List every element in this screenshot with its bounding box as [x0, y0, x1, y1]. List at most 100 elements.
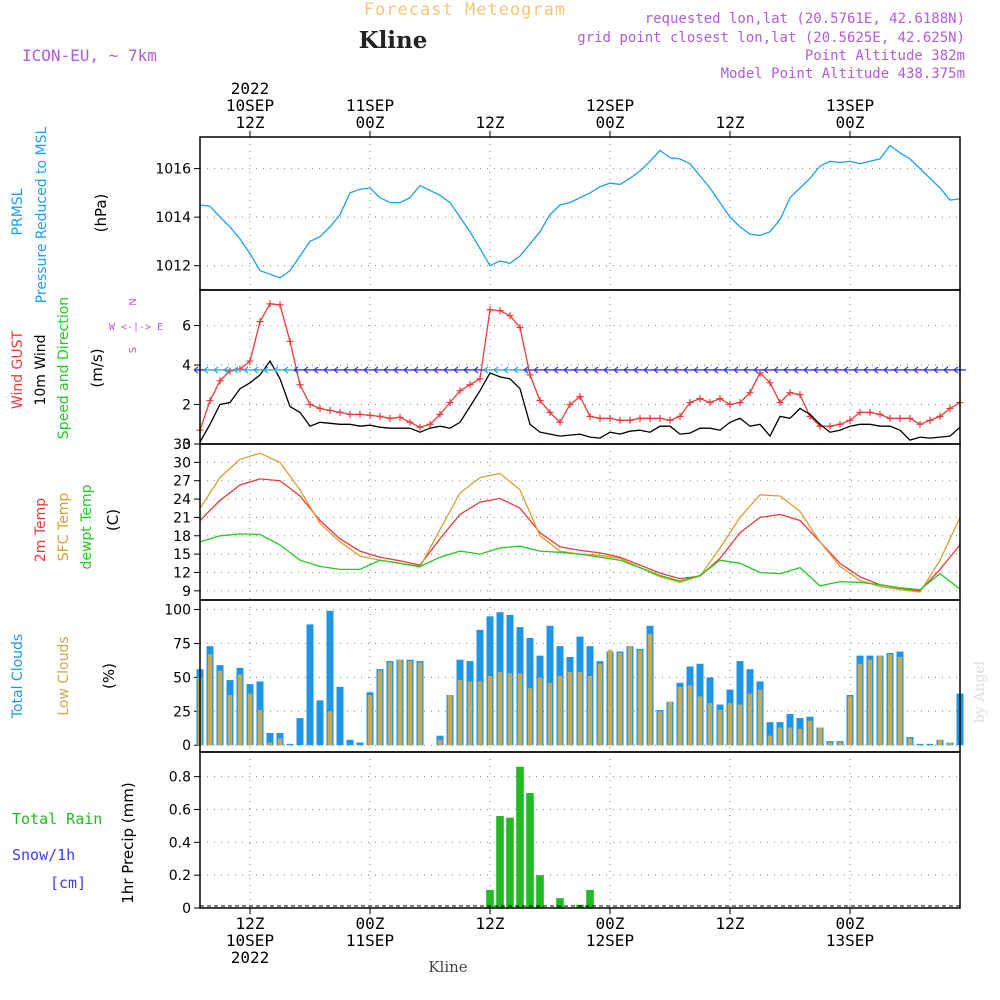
low-cloud-bar	[727, 703, 733, 746]
y-tick-label: 0.8	[169, 770, 191, 786]
top-time-label: 11SEP	[346, 96, 394, 115]
bottom-time-label: 13SEP	[826, 931, 874, 950]
location-title: Kline	[359, 27, 428, 54]
gust-point	[446, 399, 454, 407]
gust-point	[836, 420, 844, 428]
top-time-label: 00Z	[836, 113, 865, 132]
gust-point	[916, 420, 924, 428]
gust-point	[786, 389, 794, 397]
y-tick-label: 100	[164, 603, 191, 619]
low-cloud-bar	[447, 695, 453, 746]
total-cloud-bar	[316, 700, 324, 746]
y-tick-label: 33	[173, 437, 191, 453]
low-cloud-bar	[567, 671, 573, 746]
top-time-label: 12Z	[236, 113, 265, 132]
wind-panel: 0 2 4 6	[182, 289, 966, 453]
low-cloud-bar	[257, 709, 263, 746]
low-cloud-bar	[557, 676, 563, 746]
gust-point	[526, 371, 534, 379]
low-cloud-bar	[907, 738, 913, 746]
cloud-panel-labels: Total Clouds Low Clouds (%)	[10, 634, 118, 719]
footer-location: Kline	[428, 958, 467, 976]
clouds-panel: 0 25 50 75 100	[164, 599, 964, 754]
precip-bar	[486, 889, 494, 908]
top-time-label: 10SEP	[226, 96, 274, 115]
low-cloud-bar	[667, 701, 673, 746]
gust-point	[376, 412, 384, 420]
gust-point	[496, 307, 504, 315]
low-cloud-bar	[677, 686, 683, 746]
gust-point	[266, 300, 274, 308]
precip-bar	[586, 889, 594, 908]
low-cloud-bar	[277, 738, 283, 746]
gust-point	[516, 324, 524, 332]
low-cloud-bar	[457, 680, 463, 746]
low-cloud-bar	[267, 742, 273, 746]
top-time-label: 12Z	[716, 113, 745, 132]
low-cloud-bar	[237, 674, 243, 746]
bottom-time-label: 12Z	[236, 914, 265, 933]
low-cloud-bar	[477, 681, 483, 746]
total-cloud-bar	[296, 718, 304, 746]
10m-wind-label: 10m Wind	[33, 334, 49, 405]
low-cloud-bar	[377, 670, 383, 746]
precip-panel: 0 0.2 0.4 0.6 0.8	[169, 751, 961, 917]
low-cloud-bar	[387, 662, 393, 746]
gust-point	[846, 416, 854, 424]
y-tick-label: 25	[173, 704, 191, 720]
gust-point	[666, 416, 674, 424]
y-tick-label: 0.2	[169, 868, 191, 884]
low-cloud-bar	[577, 671, 583, 746]
gust-point	[936, 412, 944, 420]
wind-unit-label: (m/s)	[88, 348, 106, 387]
low-cloud-bar	[787, 727, 793, 746]
low-clouds-label: Low Clouds	[56, 636, 72, 715]
low-cloud-bar	[517, 673, 523, 746]
temperature-series-2-line	[199, 452, 961, 593]
gust-point	[746, 389, 754, 397]
y-tick-label: 24	[173, 492, 191, 508]
y-tick-label: 9	[182, 584, 191, 600]
gust-point	[406, 418, 414, 426]
low-cloud-bar	[407, 661, 413, 746]
gridpoint-coordinates: grid point closest lon,lat (20.5625E, 42…	[577, 30, 965, 46]
gust-point	[686, 399, 694, 407]
low-cloud-bar	[617, 652, 623, 746]
top-time-label: 00Z	[356, 113, 385, 132]
y-tick-label: 0.4	[169, 835, 191, 851]
gust-point	[906, 414, 914, 422]
bottom-time-label: 12SEP	[586, 931, 634, 950]
gust-point	[236, 365, 244, 373]
low-cloud-bar	[937, 739, 943, 746]
precip-grid: 0 0.2 0.4 0.6 0.8	[169, 752, 960, 917]
low-cloud-bar	[747, 693, 753, 746]
low-cloud-bar	[487, 676, 493, 746]
low-cloud-bar	[867, 659, 873, 746]
low-cloud-bar	[757, 689, 763, 746]
low-cloud-bar	[217, 670, 223, 746]
y-tick-label: 4	[182, 358, 191, 374]
gust-point	[556, 418, 564, 426]
snow-unit-label: [cm]	[50, 874, 86, 892]
low-cloud-bar	[887, 654, 893, 746]
gust-point	[676, 412, 684, 420]
plot-area: 1012101410160246912151821242730330255075…	[155, 136, 966, 917]
gust-point	[636, 414, 644, 422]
requested-coordinates: requested lon,lat (20.5761E, 42.6188N)	[645, 11, 965, 27]
low-cloud-bar	[597, 663, 603, 746]
gust-point	[826, 422, 834, 430]
snow-label: Snow/1h	[12, 846, 75, 864]
y-tick-label: 27	[173, 474, 191, 490]
precip-unit-label: 1hr Precip (mm)	[119, 782, 137, 903]
low-cloud-bar	[637, 650, 643, 746]
y-tick-label: 1016	[155, 162, 191, 178]
temperature-frame	[199, 443, 961, 601]
y-tick-label: 1014	[155, 210, 191, 226]
precip-frame	[199, 751, 961, 909]
gust-point	[356, 410, 364, 418]
low-cloud-bar	[837, 742, 843, 746]
y-tick-label: 50	[173, 670, 191, 686]
low-cloud-bar	[497, 671, 503, 746]
y-tick-label: 2	[182, 398, 191, 414]
low-cloud-bar	[857, 663, 863, 746]
